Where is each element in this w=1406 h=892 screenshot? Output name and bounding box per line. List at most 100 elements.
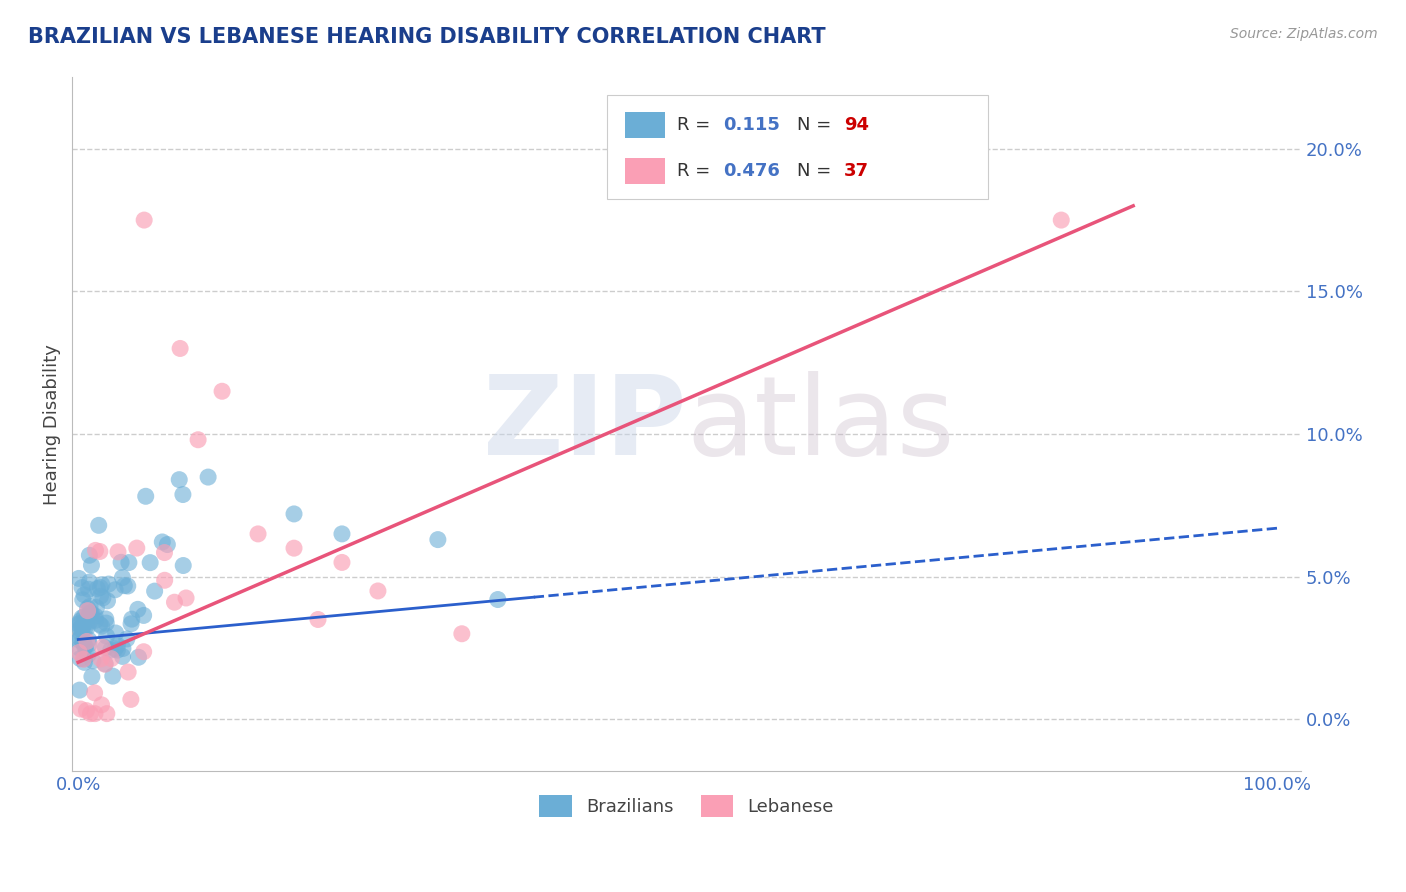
Point: [125, 541, 148, 555]
Text: Source: ZipAtlas.com: Source: ZipAtlas.com: [1230, 27, 1378, 41]
Point: [156, 537, 179, 551]
FancyBboxPatch shape: [607, 95, 987, 199]
Point: [70, 581, 93, 595]
Point: [1050, 213, 1073, 227]
Point: [101, 669, 124, 683]
Point: [84, 543, 107, 558]
Point: [128, 650, 150, 665]
Point: [72, 633, 94, 648]
Point: [84, 613, 107, 627]
Point: [73, 656, 96, 670]
Point: [97, 577, 120, 591]
Point: [96, 616, 118, 631]
Point: [77, 648, 100, 662]
Point: [96, 594, 118, 608]
Point: [79, 599, 101, 614]
Point: [247, 527, 270, 541]
Point: [94, 612, 117, 626]
Point: [169, 342, 191, 356]
Point: [75, 640, 97, 654]
Point: [80, 558, 103, 573]
Point: [79, 606, 101, 620]
Point: [79, 615, 101, 629]
Point: [163, 595, 186, 609]
Point: [90, 652, 112, 666]
Point: [135, 489, 157, 503]
Point: [76, 704, 98, 718]
Point: [100, 651, 122, 665]
Point: [115, 632, 138, 646]
Point: [69, 616, 91, 631]
Point: [70, 611, 93, 625]
Point: [486, 592, 509, 607]
Y-axis label: Hearing Disability: Hearing Disability: [44, 343, 60, 505]
Point: [283, 507, 305, 521]
Point: [86, 600, 108, 615]
Point: [69, 622, 91, 636]
Point: [77, 608, 100, 623]
Point: [77, 637, 100, 651]
Point: [127, 602, 149, 616]
Point: [70, 621, 93, 635]
Point: [83, 686, 105, 700]
Point: [174, 591, 197, 605]
Point: [104, 582, 127, 597]
Point: [111, 649, 134, 664]
Point: [307, 612, 329, 626]
Point: [69, 683, 91, 698]
Point: [90, 698, 112, 712]
Point: [73, 640, 96, 654]
Point: [143, 584, 166, 599]
Point: [330, 556, 353, 570]
Point: [132, 608, 155, 623]
Point: [150, 535, 173, 549]
Point: [89, 581, 111, 595]
Point: [107, 545, 129, 559]
Point: [73, 588, 96, 602]
Point: [84, 609, 107, 624]
Point: [84, 706, 107, 721]
Point: [111, 641, 134, 656]
Point: [69, 641, 91, 656]
Point: [73, 652, 96, 666]
FancyBboxPatch shape: [626, 158, 665, 185]
Point: [104, 626, 127, 640]
Point: [110, 555, 132, 569]
Point: [426, 533, 449, 547]
Point: [86, 582, 108, 596]
Point: [89, 589, 111, 603]
Point: [90, 619, 112, 633]
Point: [134, 213, 156, 227]
Point: [94, 640, 117, 655]
Point: [167, 473, 190, 487]
Point: [82, 654, 104, 668]
Point: [367, 584, 389, 599]
Point: [73, 615, 96, 629]
Point: [117, 665, 139, 679]
Point: [96, 706, 118, 721]
Point: [172, 558, 194, 573]
Point: [67, 617, 90, 632]
Point: [87, 518, 110, 533]
Point: [80, 607, 103, 621]
Point: [450, 626, 472, 640]
Point: [67, 645, 90, 659]
Point: [107, 638, 129, 652]
Point: [96, 629, 118, 643]
Text: BRAZILIAN VS LEBANESE HEARING DISABILITY CORRELATION CHART: BRAZILIAN VS LEBANESE HEARING DISABILITY…: [28, 27, 825, 46]
Text: N =: N =: [797, 162, 837, 180]
Point: [70, 621, 93, 635]
Point: [72, 652, 94, 666]
Point: [105, 643, 128, 657]
Point: [70, 627, 93, 641]
Point: [100, 643, 122, 657]
Text: 37: 37: [844, 162, 869, 180]
Point: [69, 614, 91, 628]
Point: [211, 384, 233, 399]
Point: [117, 579, 139, 593]
Point: [111, 571, 134, 585]
Point: [77, 582, 100, 597]
Point: [69, 631, 91, 645]
Point: [89, 544, 111, 558]
Point: [89, 617, 111, 632]
